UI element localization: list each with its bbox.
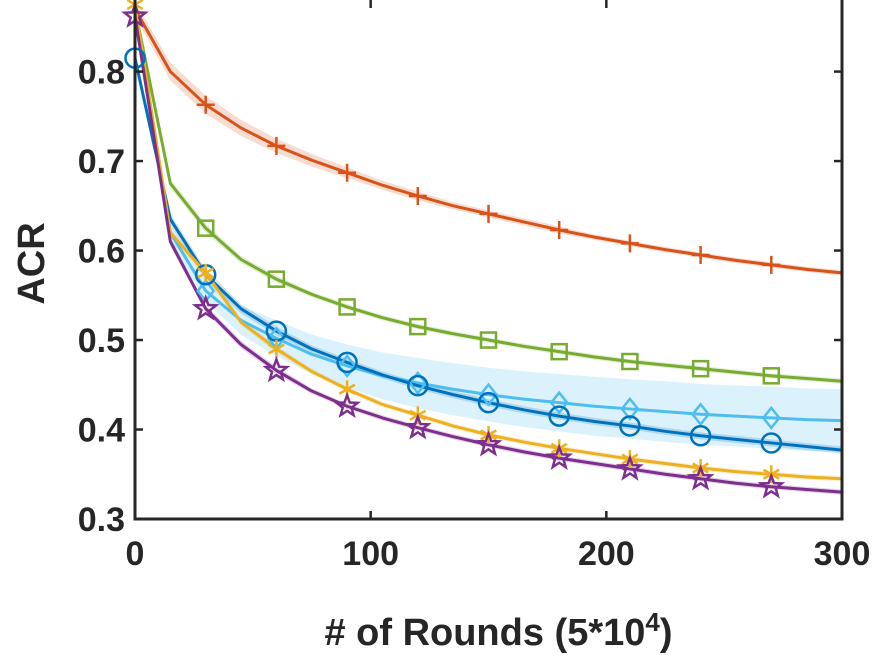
- x-axis-title: # of Rounds (5*104): [324, 607, 672, 654]
- series-green-square-point: [621, 352, 639, 371]
- series-lightblue-diamond-point: [761, 405, 781, 430]
- series-green-square-point: [479, 331, 498, 349]
- series-blue-circle-point: [689, 425, 712, 447]
- series-blue-circle-point: [336, 351, 358, 374]
- series-purple-star-point: [191, 294, 220, 321]
- series-lightblue-diamond-point: [549, 390, 569, 415]
- axis-ticks: [133, 0, 844, 521]
- series-purple-star-line: [133, 15, 843, 494]
- series-green-square-point: [267, 270, 286, 288]
- series-orange-plus-point: [196, 95, 215, 114]
- series-green-square-point: [762, 367, 781, 385]
- series-markers: [121, 0, 786, 499]
- series-blue-circle-point: [619, 415, 641, 437]
- series-orange-plus-point: [762, 255, 781, 274]
- x-tick-label: 300: [814, 535, 871, 573]
- series-orange-plus-point: [550, 220, 569, 239]
- y-tick-label: 0.7: [78, 143, 125, 181]
- y-tick-label: 0.4: [78, 412, 125, 450]
- x-axis-title-text: # of Rounds (5*10: [324, 612, 645, 654]
- series-purple-star-point: [545, 443, 574, 470]
- series-orange-plus-point: [479, 204, 498, 223]
- series-lightblue-diamond-band: [135, 4, 842, 452]
- y-tick-label: 0.6: [78, 233, 125, 271]
- y-axis-title: ACR: [11, 222, 53, 304]
- series-yellow-asterisk-point: [197, 263, 215, 282]
- series-green-square-point: [196, 219, 215, 237]
- x-tick-labels: 0 100 200 300: [126, 535, 871, 573]
- series-orange-plus-point: [338, 163, 357, 182]
- series-green-square-point: [409, 317, 427, 336]
- x-axis-title-close: ): [660, 612, 673, 654]
- y-tick-labels: 0.3 0.4 0.5 0.6 0.7 0.8: [78, 54, 125, 539]
- y-tick-label: 0.8: [78, 54, 125, 92]
- series-green-square-point: [550, 342, 568, 361]
- y-tick-label: 0.5: [78, 322, 125, 360]
- series-orange-plus-point: [691, 246, 710, 265]
- x-tick-label: 200: [578, 535, 635, 573]
- series-lightblue-diamond-point: [690, 402, 711, 427]
- series-orange-plus-line: [133, 8, 843, 275]
- series-blue-circle-point: [548, 405, 570, 427]
- series-green-square-line: [133, 8, 843, 383]
- series-blue-circle-point: [407, 374, 429, 397]
- series-purple-star-point: [474, 430, 503, 457]
- series-lightblue-diamond-point: [408, 370, 428, 395]
- series-lightblue-diamond-point: [620, 396, 640, 421]
- series-purple-star-point: [616, 454, 644, 481]
- series-blue-circle-point: [760, 432, 783, 454]
- series-orange-plus-point: [408, 186, 427, 205]
- series-green-square-point: [691, 359, 710, 378]
- confidence-bands: [135, 0, 842, 495]
- series-orange-plus-point: [620, 234, 639, 253]
- series-orange-plus-point: [267, 136, 286, 155]
- series-purple-star-point: [403, 413, 432, 440]
- x-tick-label: 0: [126, 535, 145, 573]
- series-lightblue-diamond-line: [133, 8, 843, 423]
- series-purple-star-point: [686, 464, 715, 491]
- series-blue-circle-point: [477, 391, 500, 414]
- series-yellow-asterisk-point: [267, 339, 285, 358]
- x-tick-label: 100: [342, 535, 399, 573]
- series-purple-star-point: [262, 355, 291, 383]
- series-purple-star-point: [757, 472, 786, 499]
- plot-frame: [133, 0, 844, 521]
- y-tick-label: 0.3: [78, 501, 125, 539]
- series-lightblue-diamond-point: [337, 353, 357, 378]
- x-axis-title-exponent: 4: [645, 607, 660, 637]
- series-green-square-point: [338, 298, 356, 316]
- series-lightblue-diamond-point: [478, 382, 499, 407]
- series-lines: [133, 4, 843, 494]
- series-purple-star-point: [333, 391, 361, 419]
- series-orange-plus-band: [135, 1, 842, 276]
